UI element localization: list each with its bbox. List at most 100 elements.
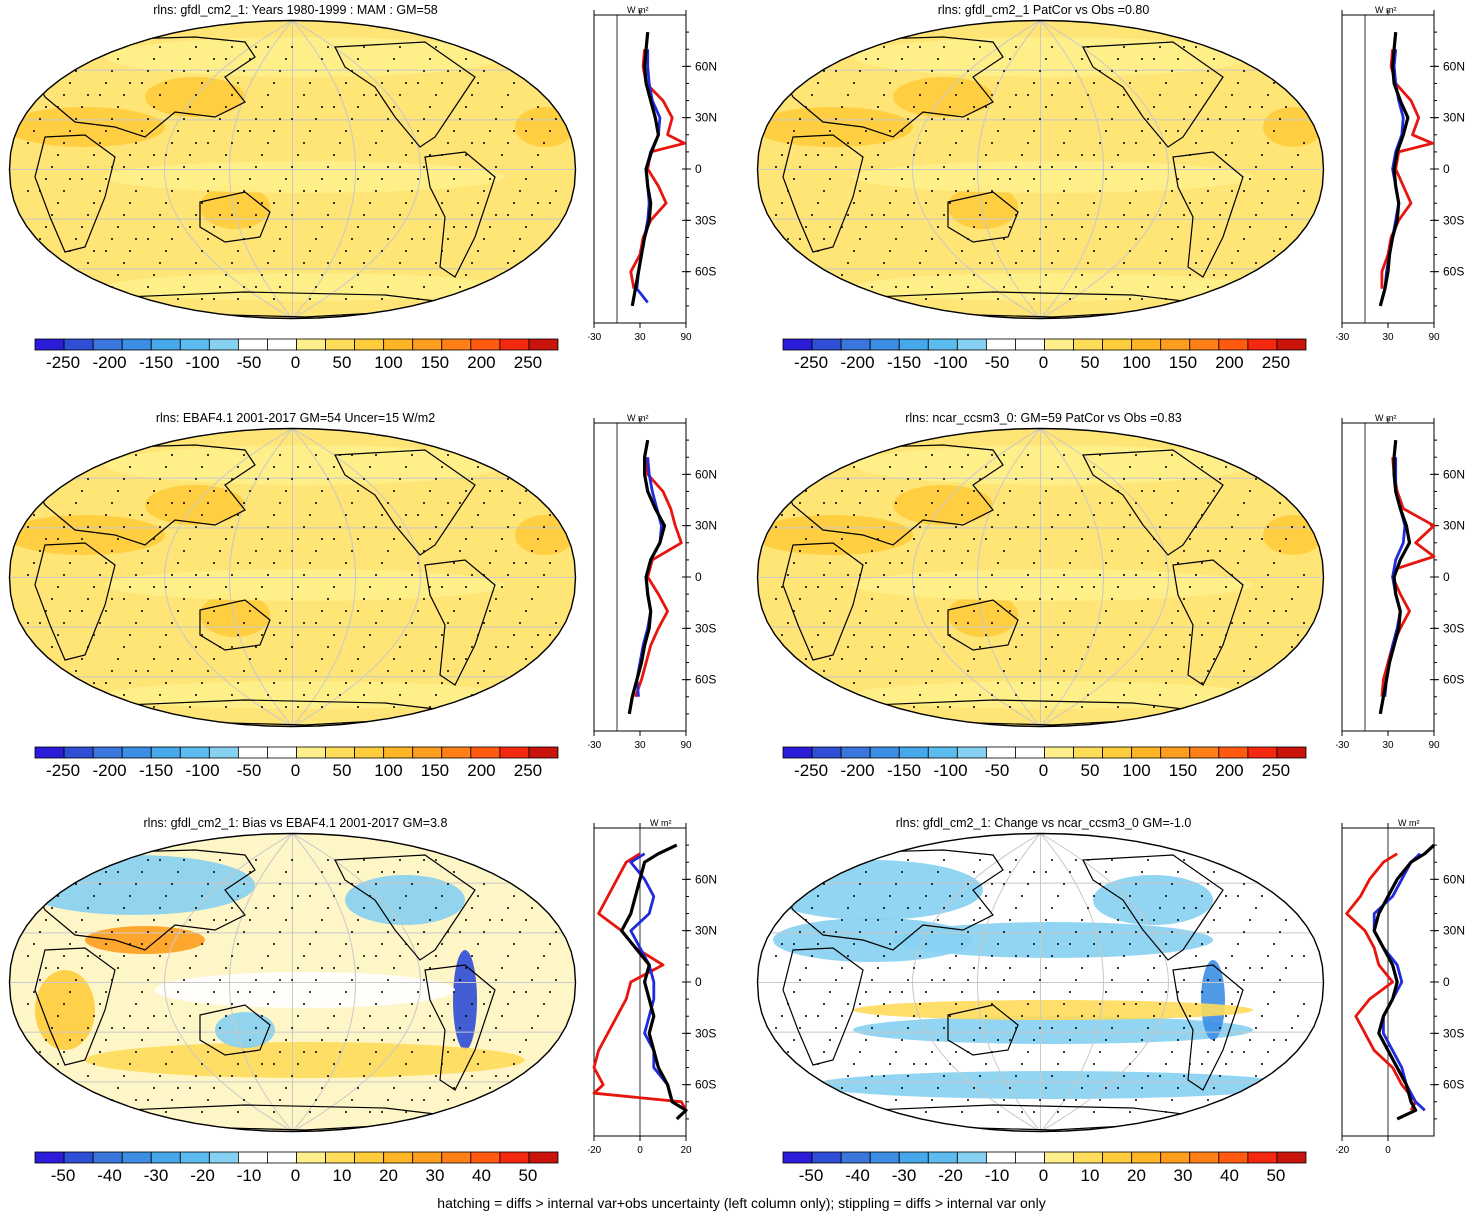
colorbar-tick-label: 50 bbox=[518, 1166, 538, 1185]
colorbar-tick-label: 250 bbox=[513, 353, 543, 372]
graticule bbox=[9, 20, 576, 319]
lat-tick-label: 30S bbox=[1443, 213, 1464, 227]
map-border bbox=[756, 832, 1325, 1133]
field-region bbox=[515, 515, 575, 555]
colorbar-tick-label: -20 bbox=[938, 1166, 963, 1185]
colorbar-tick-label: 150 bbox=[420, 353, 450, 372]
colorbar-tick-label: -250 bbox=[794, 353, 829, 372]
colorbar-bin bbox=[63, 746, 94, 759]
colorbar-bin bbox=[383, 1151, 414, 1164]
colorbar-bin bbox=[1044, 746, 1074, 759]
colorbar-bin bbox=[528, 746, 559, 759]
colorbar-tick-label: -150 bbox=[139, 353, 174, 372]
field-region bbox=[85, 1042, 525, 1078]
colorbar-bin bbox=[121, 1151, 152, 1164]
colorbar-bin bbox=[208, 338, 239, 351]
field-region bbox=[200, 185, 270, 229]
x-tick-label: 0 bbox=[1385, 1145, 1391, 1156]
map-border bbox=[756, 19, 1325, 320]
x-tick-label: -20 bbox=[588, 1145, 602, 1156]
panel-title: rlns: EBAF4.1 2001-2017 GM=54 Uncer=15 W… bbox=[155, 411, 436, 425]
colorbar-tick-label: -200 bbox=[92, 353, 127, 372]
colorbar bbox=[34, 1151, 559, 1164]
continent-outline bbox=[1172, 559, 1244, 686]
colorbar-tick-label: -30 bbox=[891, 1166, 917, 1185]
colorbar-bin bbox=[325, 746, 356, 759]
lat-tick-label: 30N bbox=[1443, 111, 1465, 125]
colorbar-bin bbox=[441, 746, 472, 759]
colorbar-bin bbox=[1247, 338, 1278, 351]
colorbar-bin bbox=[528, 338, 559, 351]
lat-tick-label: 30S bbox=[695, 621, 716, 635]
field-region bbox=[757, 515, 913, 555]
colorbar-bin bbox=[63, 338, 94, 351]
colorbar-tick-label: -100 bbox=[185, 353, 220, 372]
lat-tick-label: 30N bbox=[1443, 924, 1465, 938]
colorbar-bin bbox=[840, 746, 871, 759]
colorbar-bin bbox=[1015, 1151, 1045, 1164]
map bbox=[756, 832, 1325, 1133]
lat-tick-label: 60S bbox=[695, 673, 716, 687]
colorbar-tick-label: 0 bbox=[290, 353, 301, 372]
colorbar-tick-label: 150 bbox=[1168, 353, 1198, 372]
zonal-mean-plot: W m² 60N 30N 0 30S 60S -30 30 90 bbox=[588, 5, 717, 343]
field-region bbox=[453, 950, 477, 1050]
field-region bbox=[155, 972, 455, 1008]
colorbar bbox=[34, 338, 559, 351]
lat-tick-label: 0 bbox=[1443, 162, 1450, 176]
colorbar-bin bbox=[1160, 1151, 1191, 1164]
colorbar-tick-label: 250 bbox=[1261, 353, 1291, 372]
colorbar-bin bbox=[92, 338, 123, 351]
colorbar-bin bbox=[1218, 1151, 1249, 1164]
colorbar-bin bbox=[1247, 1151, 1278, 1164]
map-border bbox=[8, 832, 577, 1133]
colorbar-tick-label: -50 bbox=[50, 1166, 76, 1185]
colorbar-bin bbox=[1276, 338, 1307, 351]
colorbar-bin bbox=[782, 746, 813, 759]
panel-title: rlns: gfdl_cm2_1: Change vs ncar_ccsm3_0… bbox=[895, 816, 1192, 830]
colorbar-bin bbox=[811, 746, 842, 759]
colorbar-bin bbox=[1160, 746, 1191, 759]
colorbar-tick-label: 0 bbox=[1038, 353, 1049, 372]
map-border bbox=[8, 19, 577, 320]
colorbar-bin bbox=[1160, 338, 1191, 351]
panel-4: rlns: ncar_ccsm3_0: GM=59 PatCor vs Obs … bbox=[748, 408, 1483, 803]
lat-tick-label: 60N bbox=[695, 872, 717, 886]
colorbar-tick-label: -50 bbox=[236, 353, 262, 372]
colorbar-bin bbox=[412, 746, 443, 759]
colorbar-tick-label: -200 bbox=[92, 761, 127, 780]
continent-outline bbox=[34, 134, 116, 253]
x-tick-label: 0 bbox=[637, 1145, 643, 1156]
colorbar-bin bbox=[121, 746, 152, 759]
continent-outline bbox=[199, 599, 271, 651]
zonal-unit-label: W m² bbox=[627, 5, 649, 15]
map-border bbox=[8, 427, 577, 728]
colorbar-tick-label: 0 bbox=[290, 761, 301, 780]
colorbar-labels: -250 -200 -150 -100 -50 0 50 100 150 200 250 bbox=[34, 353, 557, 377]
colorbar-bin bbox=[179, 746, 210, 759]
colorbar-bin bbox=[898, 746, 929, 759]
colorbar-bin bbox=[1015, 746, 1045, 759]
colorbar-bin bbox=[782, 338, 813, 351]
panel-title: rlns: gfdl_cm2_1: Bias vs EBAF4.1 2001-2… bbox=[143, 816, 448, 830]
colorbar-tick-label: -250 bbox=[46, 353, 81, 372]
colorbar-tick-label: -10 bbox=[984, 1166, 1010, 1185]
colorbar-bin bbox=[325, 338, 356, 351]
lat-tick-label: 30N bbox=[695, 111, 717, 125]
map bbox=[8, 427, 577, 728]
colorbar-bin bbox=[237, 1151, 268, 1164]
field-region bbox=[853, 445, 1253, 485]
x-tick-label: 90 bbox=[1428, 332, 1440, 343]
colorbar-bin bbox=[179, 338, 210, 351]
field-region bbox=[200, 593, 270, 637]
colorbar-bin bbox=[208, 746, 239, 759]
colorbar-bin bbox=[470, 1151, 501, 1164]
continent-outline bbox=[424, 964, 496, 1091]
colorbar-bin bbox=[956, 338, 987, 351]
graticule bbox=[9, 428, 576, 727]
colorbar-bin bbox=[1102, 746, 1133, 759]
colorbar-bin bbox=[208, 1151, 239, 1164]
lat-tick-label: 0 bbox=[695, 162, 702, 176]
colorbar-bin bbox=[237, 338, 268, 351]
colorbar bbox=[34, 746, 559, 759]
